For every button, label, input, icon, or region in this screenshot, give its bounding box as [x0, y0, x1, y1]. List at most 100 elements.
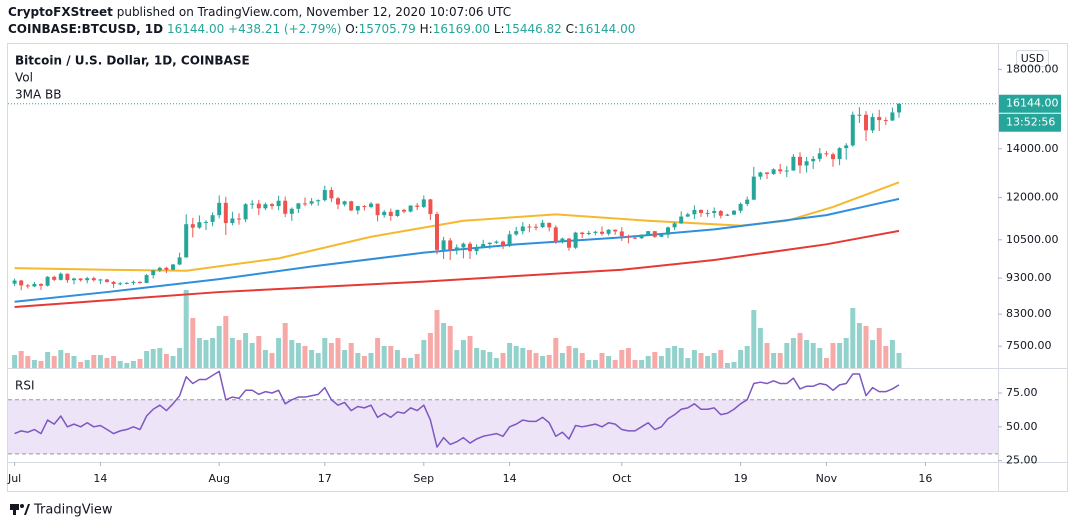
currency: USD — [1021, 52, 1045, 65]
volume-bar — [546, 355, 552, 368]
candle-body — [461, 243, 466, 248]
x-tick-label: 14 — [93, 472, 107, 485]
candle-body — [45, 276, 50, 286]
candle-body — [534, 226, 538, 228]
volume-bar — [177, 348, 183, 368]
logo-mark — [20, 504, 24, 508]
volume-bar — [427, 333, 433, 368]
candle-body — [78, 278, 83, 281]
ohlc-label: H: — [419, 22, 433, 36]
volume-bar — [724, 363, 730, 368]
candle-body — [468, 243, 472, 252]
volume-bar — [269, 353, 275, 368]
candle-body — [197, 222, 202, 228]
volume-bar — [421, 340, 427, 368]
candle-body — [289, 208, 294, 214]
volume-bar — [804, 340, 810, 368]
volume-bar — [533, 353, 539, 368]
volume-bar — [289, 340, 295, 368]
candle-body — [111, 281, 116, 284]
legend-volume: Vol — [15, 71, 33, 85]
volume-bar — [744, 346, 750, 368]
volume-bar — [493, 358, 499, 368]
logo-mark — [24, 504, 30, 515]
candle-body — [362, 206, 367, 208]
volume-bar — [520, 348, 526, 368]
candle-body — [435, 214, 439, 250]
candle-body — [138, 281, 142, 283]
candle-body — [699, 209, 703, 213]
ohlc-label: O: — [345, 22, 359, 36]
candle-body — [606, 229, 611, 234]
volume-bar — [797, 333, 803, 368]
candle-body — [672, 223, 677, 228]
candle-body — [481, 244, 486, 248]
volume-bar — [658, 356, 664, 368]
candle-body — [771, 169, 776, 174]
candle-body — [322, 189, 327, 201]
candle-body — [270, 204, 274, 207]
volume-bar — [441, 323, 447, 368]
volume-bar — [599, 353, 605, 368]
candle-body — [804, 161, 809, 166]
logo: TradingView — [10, 503, 113, 518]
rsi-band — [8, 399, 998, 454]
volume-bar — [210, 338, 216, 368]
candle-body — [19, 280, 24, 286]
candle-body — [296, 203, 301, 209]
volume-bar — [619, 350, 625, 368]
volume-bar — [632, 360, 638, 368]
volume-bar — [586, 360, 592, 368]
candle-body — [210, 215, 215, 222]
volume-bar — [262, 350, 268, 368]
volume-bar — [91, 355, 97, 368]
volume-bar — [157, 348, 163, 368]
volume-bar — [566, 346, 572, 368]
volume-bar — [335, 338, 341, 368]
brand: TradingView — [33, 503, 113, 518]
volume-bar — [513, 346, 519, 368]
candle-body — [758, 172, 763, 177]
candle-body — [751, 176, 756, 200]
volume-bar — [467, 336, 473, 368]
volume-bar — [45, 352, 51, 368]
candle-body — [157, 267, 162, 271]
candle-body — [527, 226, 532, 228]
volume-bar — [401, 358, 407, 368]
candle-body — [600, 231, 604, 234]
volume-bar — [84, 360, 90, 368]
volume-bar — [12, 355, 18, 368]
volume-bar — [579, 353, 585, 368]
quote-line: COINBASE:BTCUSD, 1D 16144.00 +438.21 (+2… — [8, 22, 635, 36]
volume-bar — [276, 338, 282, 368]
y-tick-label: 10500.00 — [1006, 233, 1059, 246]
volume-bar — [731, 362, 737, 368]
volume-bar — [870, 340, 876, 368]
volume-bar — [117, 361, 123, 368]
currency-box[interactable] — [1016, 50, 1049, 67]
candle-body — [553, 227, 558, 243]
volume-bar — [896, 353, 902, 368]
volume-bar — [889, 340, 895, 368]
volume-bar — [25, 356, 31, 368]
y-tick-label: 18000.00 — [1006, 62, 1059, 75]
candle-body — [336, 198, 340, 205]
ohlc-value: 15705.79 — [358, 22, 416, 36]
candle-body — [355, 206, 360, 211]
candle-body — [402, 209, 406, 212]
candle-body — [745, 199, 750, 204]
volume-bar — [408, 358, 414, 368]
chart-title: Bitcoin / U.S. Dollar, 1D, COINBASE — [15, 54, 250, 68]
candle-body — [738, 203, 743, 211]
candle-body — [850, 114, 855, 146]
candle-body — [105, 279, 109, 282]
volume-bar — [315, 353, 321, 368]
volume-bar — [843, 338, 849, 368]
volume-bar — [434, 310, 440, 368]
volume-bar — [64, 353, 70, 368]
volume-bar — [51, 356, 57, 368]
countdown-tag — [999, 113, 1061, 132]
ohlc-label: L: — [493, 22, 505, 36]
y-tick-label: 14000.00 — [1006, 142, 1059, 155]
